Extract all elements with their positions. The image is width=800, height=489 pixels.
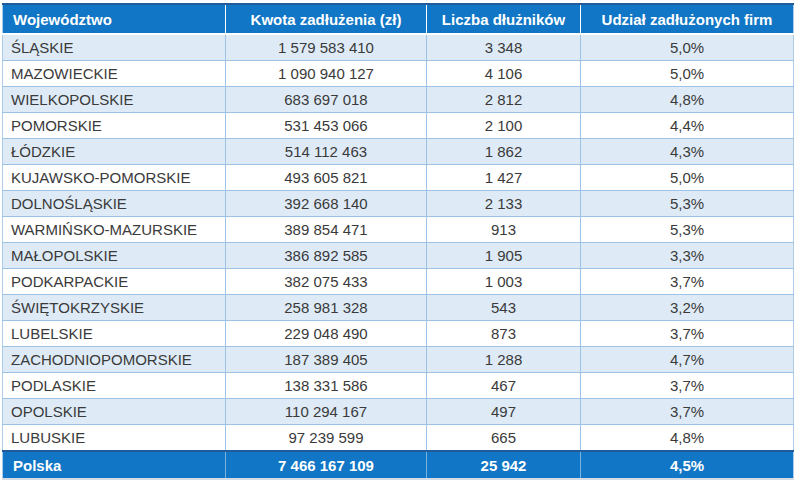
debt-amount: 258 981 328: [226, 295, 427, 321]
table-row: LUBELSKIE229 048 4908733,7%: [3, 321, 794, 347]
table-row: ZACHODNIOPOMORSKIE187 389 4051 2884,7%: [3, 347, 794, 373]
table-row: POMORSKIE531 453 0662 1004,4%: [3, 113, 794, 139]
debt-amount: 493 605 821: [226, 165, 427, 191]
debtor-count: 4 106: [427, 61, 581, 87]
debtor-count: 1 427: [427, 165, 581, 191]
debtor-count: 665: [427, 425, 581, 452]
debt-amount: 138 331 586: [226, 373, 427, 399]
share-percent: 5,0%: [581, 61, 794, 87]
debt-amount: 514 112 463: [226, 139, 427, 165]
debtor-count: 913: [427, 217, 581, 243]
debt-amount: 531 453 066: [226, 113, 427, 139]
share-percent: 4,7%: [581, 347, 794, 373]
table-row: PODLASKIE138 331 5864673,7%: [3, 373, 794, 399]
table-body: ŚLĄSKIE1 579 583 4103 3485,0%MAZOWIECKIE…: [3, 34, 794, 451]
header-row: Województwo Kwota zadłużenia (zł) Liczba…: [3, 4, 794, 34]
table-row: ŚWIĘTOKRZYSKIE258 981 3285433,2%: [3, 295, 794, 321]
share-percent: 3,7%: [581, 373, 794, 399]
voivodeship-name: MAŁOPOLSKIE: [3, 243, 226, 269]
debtor-count: 1 288: [427, 347, 581, 373]
debtor-count: 873: [427, 321, 581, 347]
table-row: MAZOWIECKIE1 090 940 1274 1065,0%: [3, 61, 794, 87]
debt-amount: 1 579 583 410: [226, 34, 427, 61]
debtor-count: 543: [427, 295, 581, 321]
voivodeship-name: ŚLĄSKIE: [3, 34, 226, 61]
share-percent: 4,3%: [581, 139, 794, 165]
debtor-count: 2 100: [427, 113, 581, 139]
table-footer: Polska 7 466 167 109 25 942 4,5%: [3, 451, 794, 479]
column-header-liczba-dluznikow: Liczba dłużników: [427, 4, 581, 34]
debt-amount: 382 075 433: [226, 269, 427, 295]
share-percent: 3,7%: [581, 399, 794, 425]
debtor-count: 497: [427, 399, 581, 425]
column-header-wojewodztwo: Województwo: [3, 4, 226, 34]
table-row: ŁÓDZKIE514 112 4631 8624,3%: [3, 139, 794, 165]
total-share-percent: 4,5%: [581, 451, 794, 479]
voivodeship-debt-table: Województwo Kwota zadłużenia (zł) Liczba…: [2, 3, 794, 480]
share-percent: 3,7%: [581, 269, 794, 295]
total-debtor-count: 25 942: [427, 451, 581, 479]
debt-amount: 389 854 471: [226, 217, 427, 243]
total-debt-amount: 7 466 167 109: [226, 451, 427, 479]
table-row: DOLNOŚLĄSKIE392 668 1402 1335,3%: [3, 191, 794, 217]
table-row: ŚLĄSKIE1 579 583 4103 3485,0%: [3, 34, 794, 61]
debt-amount: 97 239 599: [226, 425, 427, 452]
debt-amount: 392 668 140: [226, 191, 427, 217]
debtor-count: 2 133: [427, 191, 581, 217]
voivodeship-name: MAZOWIECKIE: [3, 61, 226, 87]
share-percent: 5,3%: [581, 217, 794, 243]
voivodeship-name: OPOLSKIE: [3, 399, 226, 425]
debtor-count: 467: [427, 373, 581, 399]
debtor-count: 1 003: [427, 269, 581, 295]
share-percent: 4,4%: [581, 113, 794, 139]
voivodeship-name: LUBELSKIE: [3, 321, 226, 347]
table-row: WIELKOPOLSKIE683 697 0182 8124,8%: [3, 87, 794, 113]
debtor-count: 1 862: [427, 139, 581, 165]
debt-amount: 683 697 018: [226, 87, 427, 113]
share-percent: 3,7%: [581, 321, 794, 347]
share-percent: 4,8%: [581, 425, 794, 452]
voivodeship-name: LUBUSKIE: [3, 425, 226, 452]
table-row: MAŁOPOLSKIE386 892 5851 9053,3%: [3, 243, 794, 269]
share-percent: 4,8%: [581, 87, 794, 113]
share-percent: 5,0%: [581, 34, 794, 61]
voivodeship-name: ŚWIĘTOKRZYSKIE: [3, 295, 226, 321]
voivodeship-name: KUJAWSKO-POMORSKIE: [3, 165, 226, 191]
voivodeship-name: POMORSKIE: [3, 113, 226, 139]
debtor-count: 2 812: [427, 87, 581, 113]
debtor-count: 1 905: [427, 243, 581, 269]
share-percent: 3,2%: [581, 295, 794, 321]
table-row: LUBUSKIE97 239 5996654,8%: [3, 425, 794, 452]
debt-table-container: Województwo Kwota zadłużenia (zł) Liczba…: [2, 3, 793, 480]
voivodeship-name: ŁÓDZKIE: [3, 139, 226, 165]
voivodeship-name: PODKARPACKIE: [3, 269, 226, 295]
debt-amount: 386 892 585: [226, 243, 427, 269]
share-percent: 3,3%: [581, 243, 794, 269]
voivodeship-name: ZACHODNIOPOMORSKIE: [3, 347, 226, 373]
voivodeship-name: WIELKOPOLSKIE: [3, 87, 226, 113]
debtor-count: 3 348: [427, 34, 581, 61]
voivodeship-name: PODLASKIE: [3, 373, 226, 399]
table-row: OPOLSKIE110 294 1674973,7%: [3, 399, 794, 425]
table-row: PODKARPACKIE382 075 4331 0033,7%: [3, 269, 794, 295]
debt-amount: 229 048 490: [226, 321, 427, 347]
column-header-udzial-zadluzonych-firm: Udział zadłużonych firm: [581, 4, 794, 34]
debt-amount: 1 090 940 127: [226, 61, 427, 87]
column-header-kwota-zadluzenia: Kwota zadłużenia (zł): [226, 4, 427, 34]
table-header: Województwo Kwota zadłużenia (zł) Liczba…: [3, 4, 794, 34]
voivodeship-name: DOLNOŚLĄSKIE: [3, 191, 226, 217]
debt-amount: 110 294 167: [226, 399, 427, 425]
table-row: WARMIŃSKO-MAZURSKIE389 854 4719135,3%: [3, 217, 794, 243]
voivodeship-name: WARMIŃSKO-MAZURSKIE: [3, 217, 226, 243]
total-row: Polska 7 466 167 109 25 942 4,5%: [3, 451, 794, 479]
debt-amount: 187 389 405: [226, 347, 427, 373]
share-percent: 5,3%: [581, 191, 794, 217]
total-label: Polska: [3, 451, 226, 479]
table-row: KUJAWSKO-POMORSKIE493 605 8211 4275,0%: [3, 165, 794, 191]
share-percent: 5,0%: [581, 165, 794, 191]
